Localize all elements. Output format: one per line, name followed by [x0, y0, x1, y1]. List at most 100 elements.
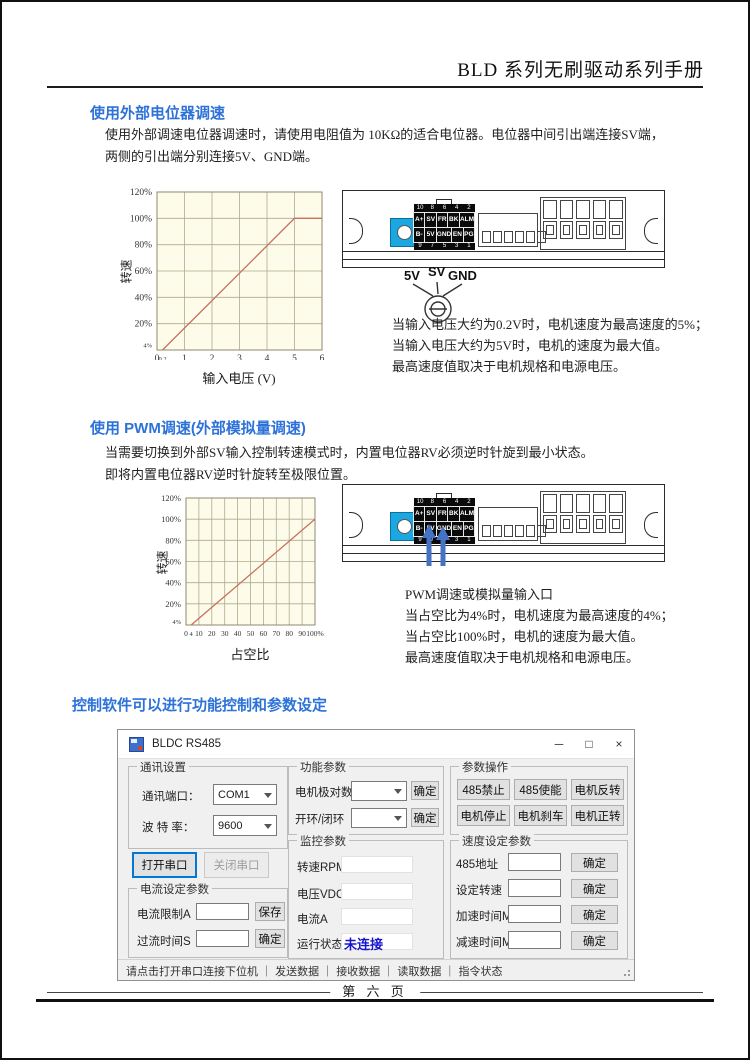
com-port-select[interactable]: COM1	[213, 784, 277, 805]
overcurrent-time-input[interactable]	[196, 930, 249, 947]
pin-cell: 7	[430, 537, 434, 543]
pin-cell: 9	[418, 537, 422, 543]
rs485-enable-button[interactable]: 485使能	[514, 779, 567, 800]
close-button[interactable]: ×	[615, 737, 623, 751]
decel-time-ok-button[interactable]: 确定	[571, 931, 618, 950]
overcurrent-time-label: 过流时间S	[137, 936, 191, 948]
minimize-button[interactable]: ─	[554, 737, 564, 751]
connector-tab	[436, 493, 452, 500]
open-serial-button[interactable]: 打开串口	[132, 852, 197, 878]
current-limit-input[interactable]	[196, 903, 249, 920]
potentiometer-knob	[397, 519, 412, 534]
svg-text:50: 50	[247, 629, 255, 638]
section1-notes: 当输入电压大约为0.2V时，电机速度为最高速度的5%； 当输入电压大约为5V时，…	[392, 314, 712, 377]
svg-text:40%: 40%	[135, 293, 153, 303]
speed-rpm-label: 转速RPM	[297, 862, 346, 874]
note-line: 当输入电压大约为0.2V时，电机速度为最高速度的5%；	[392, 317, 708, 332]
window-statusbar: 请点击打开串口连接下位机 ｜ 发送数据 ｜ 接收数据 ｜ 读取数据 ｜ 指令状态	[118, 959, 634, 980]
group-function-params: 功能参数 电机极对数 确定 开环/闭环 确定	[288, 759, 444, 835]
motor-forward-button[interactable]: 电机正转	[571, 805, 624, 826]
chart2-ylabel: 转速	[155, 550, 170, 575]
svg-text:100%: 100%	[130, 214, 152, 224]
maximize-button[interactable]: □	[585, 737, 593, 751]
section2-body-line1: 当需要切换到外部SV输入控制转速模式时，内置电位器RV必须逆时针旋到最小状态。	[105, 445, 594, 460]
power-terminals-bottom	[541, 513, 625, 533]
motor-stop-button[interactable]: 电机停止	[457, 805, 510, 826]
rs485-address-ok-button[interactable]: 确定	[571, 853, 618, 872]
footer-thick-rule	[36, 999, 714, 1002]
note-line: 当占空比为4%时，电机速度为最高速度的4%；	[405, 608, 674, 623]
loop-mode-ok-button[interactable]: 确定	[411, 808, 439, 827]
motor-connector	[478, 507, 546, 541]
accel-time-label: 加速时间MS	[456, 911, 520, 923]
motor-connector-slots	[482, 231, 546, 243]
svg-text:20%: 20%	[165, 599, 181, 609]
pin-cell: 3	[455, 537, 459, 543]
chart1-ylabel: 转速	[119, 259, 134, 284]
window-titlebar[interactable]: BLDC RS485 ─ □ ×	[118, 730, 634, 759]
power-terminal-block	[540, 491, 626, 544]
pin-cell: 6	[442, 499, 447, 505]
header-rule	[47, 86, 703, 88]
driver-board-diagram-potentiometer: 10 8 6 4 2 A+ SV FR BK ALM B- 5V GND EN PG 9 7 5 3 1 5V SV …	[342, 188, 672, 328]
pin-cell: 3	[455, 243, 459, 249]
wire-label-gnd: GND	[448, 268, 477, 283]
motor-reverse-button[interactable]: 电机反转	[571, 779, 624, 800]
baud-rate-value: 9600	[218, 819, 243, 832]
current-limit-label: 电流限制A	[137, 909, 191, 921]
group-monitor-title: 监控参数	[297, 833, 349, 849]
mounting-notch-right	[644, 512, 658, 538]
pin-cell: 1	[467, 243, 471, 249]
motor-brake-button[interactable]: 电机刹车	[514, 805, 567, 826]
group-param-ops-title: 参数操作	[459, 759, 511, 775]
svg-text:4: 4	[265, 354, 270, 360]
pole-pairs-ok-button[interactable]: 确定	[411, 781, 439, 800]
rs485-address-input[interactable]	[508, 853, 561, 871]
board-edge-band	[342, 251, 665, 260]
pwm-duty-speed-chart-plot: 4% 20% 40% 60% 80% 100% 120% 0 4 10 20 30 40 50 60 70 80…	[161, 493, 324, 638]
rs485-disable-button[interactable]: 485禁止	[457, 779, 510, 800]
note-line: 最高速度值取决于电机规格和电源电压。	[392, 359, 627, 374]
svg-text:10: 10	[195, 629, 203, 638]
pole-pairs-select[interactable]	[351, 781, 407, 801]
resize-grip-icon[interactable]	[628, 974, 630, 976]
voltage-vdc-field	[341, 883, 413, 900]
set-speed-input[interactable]	[508, 879, 561, 897]
pin-cell: 2	[467, 205, 471, 211]
chevron-down-icon	[394, 789, 402, 798]
group-monitor-params: 监控参数 转速RPM 电压VDC 电流A 运行状态 未连接	[288, 833, 444, 959]
pin-cell: 4	[455, 205, 459, 211]
pin-cell: 9	[418, 243, 422, 249]
decel-time-input[interactable]	[508, 931, 561, 949]
close-serial-button[interactable]: 关闭串口	[204, 852, 269, 878]
accel-time-input[interactable]	[508, 905, 561, 923]
loop-mode-select[interactable]	[351, 808, 407, 828]
section1-body-line2: 两侧的引出端分别连接5V、GND端。	[105, 149, 319, 164]
run-status-label: 运行状态	[297, 939, 343, 951]
accel-time-ok-button[interactable]: 确定	[571, 905, 618, 924]
pin-cell: 8	[430, 499, 434, 505]
pin-cell: 10	[416, 205, 424, 211]
baud-rate-label: 波 特 率：	[142, 822, 195, 834]
note-line: 当输入电压大约为5V时，电机的速度为最大值。	[392, 338, 668, 353]
current-limit-save-button[interactable]: 保存	[255, 902, 285, 921]
pin-cell: 8	[430, 205, 434, 211]
svg-text:2: 2	[210, 354, 215, 360]
group-speed-settings: 速度设定参数 485地址 确定 设定转速 确定 加速时间MS 确定 减速时间MS…	[450, 833, 628, 959]
baud-rate-select[interactable]: 9600	[213, 815, 277, 836]
wire-label-5v: 5V	[404, 268, 420, 283]
voltage-vdc-label: 电压VDC	[297, 889, 345, 901]
chevron-down-icon	[264, 792, 272, 802]
group-comm-settings: 通讯设置 通讯端口： COM1 波 特 率： 9600	[128, 759, 288, 849]
current-a-label: 电流A	[297, 914, 328, 926]
set-speed-ok-button[interactable]: 确定	[571, 879, 618, 898]
section1-title: 使用外部电位器调速	[90, 105, 226, 122]
loop-mode-label: 开环/闭环	[295, 814, 345, 826]
section2-notes: PWM调速或模拟量输入口 当占空比为4%时，电机速度为最高速度的4%； 当占空比…	[405, 584, 725, 668]
svg-text:100%: 100%	[161, 514, 181, 524]
svg-text:80%: 80%	[135, 241, 153, 251]
overcurrent-time-ok-button[interactable]: 确定	[255, 929, 285, 948]
pin-cell: 6	[442, 205, 447, 211]
page-title: BLD 系列无刷驱动系列手册	[457, 60, 704, 81]
svg-text:60%: 60%	[165, 557, 181, 567]
